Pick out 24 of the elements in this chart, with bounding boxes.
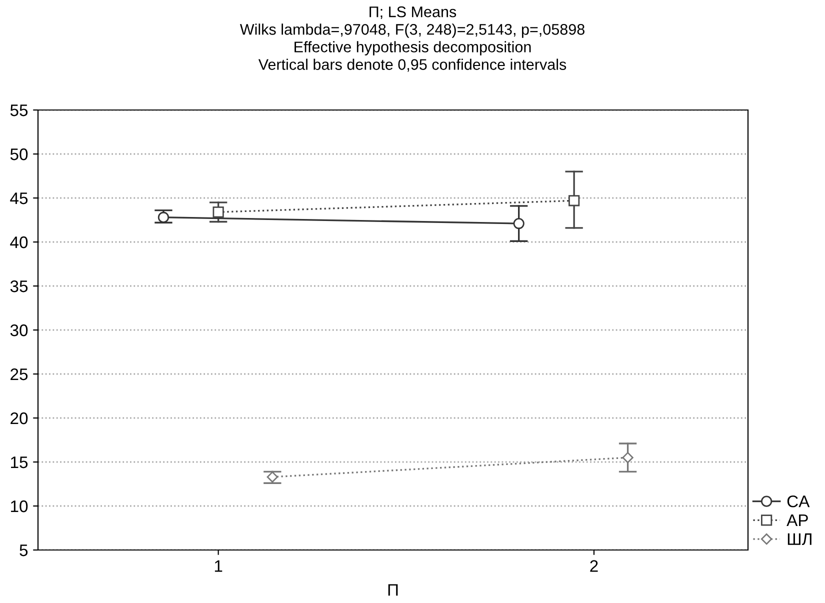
y-tick-label: 30 bbox=[10, 324, 28, 336]
y-tick-label: 10 bbox=[11, 500, 28, 512]
y-tick-label: 35 bbox=[10, 280, 28, 292]
x-tick-label: 1 bbox=[214, 560, 222, 572]
y-tick-label: 45 bbox=[10, 192, 28, 204]
point bbox=[622, 452, 634, 464]
y-tick-label: 50 bbox=[10, 148, 28, 160]
chart-title: П; LS Means Wilks lambda=,97048, F(3, 248)=2,5143, p=,05898 Effective hypothesis decomposition Vertical bars denote 0,95 confidence intervals bbox=[240, 6, 584, 72]
y-tick-label: 5 bbox=[20, 544, 28, 556]
point bbox=[568, 195, 580, 206]
legend-label: ШЛ bbox=[788, 533, 812, 546]
x-tick-label: 2 bbox=[590, 560, 598, 572]
legend-label: CA bbox=[787, 495, 810, 508]
point bbox=[513, 218, 524, 230]
y-tick-label: 20 bbox=[10, 412, 28, 424]
legend-label: AP bbox=[786, 514, 808, 526]
y-tick-label: 15 bbox=[11, 456, 28, 468]
x-axis-title: П bbox=[388, 584, 398, 596]
point bbox=[158, 212, 170, 223]
point bbox=[266, 471, 278, 483]
y-tick-label: 40 bbox=[10, 236, 28, 248]
y-tick-label: 55 bbox=[10, 104, 28, 116]
y-tick-label: 25 bbox=[10, 368, 28, 380]
point bbox=[212, 206, 224, 218]
